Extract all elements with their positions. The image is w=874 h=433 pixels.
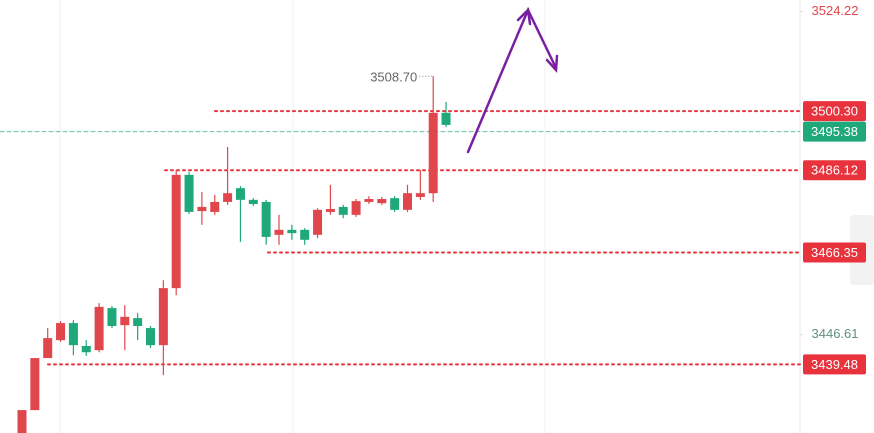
arrow-head [545,54,559,74]
annotation-label: 3508.70 [370,70,417,85]
candle-body [390,198,400,210]
candle-body [68,323,78,346]
candle-body [81,345,91,353]
level-label-box [803,121,866,142]
candle-body [287,229,297,234]
arrow-path [466,6,558,154]
candle-body [197,206,207,212]
price-axis: 3524.22 3446.61 3500.30 3495.38 3486.12 3466.… [800,3,866,375]
candle-body [325,209,335,212]
candle-body [56,323,66,341]
candle-body [403,193,412,210]
candle-body [184,174,194,212]
candle-body [415,193,425,197]
candle-body [248,199,258,205]
candle-body [133,318,143,326]
level-label: 3495.38 [811,124,858,139]
vertical-grid [59,0,546,433]
level-label-box [803,160,866,181]
candle-body [274,229,284,235]
y-tick-label: 3446.61 [812,326,859,341]
candle-body [17,410,27,433]
candle-body [428,112,438,194]
level-label: 3500.30 [811,104,858,119]
candle-body [364,199,374,202]
levels [0,110,801,366]
candle-body [171,174,181,289]
candle-body [146,328,155,346]
level-label: 3466.35 [811,245,858,260]
level-label-box [803,242,866,263]
candle-body [351,201,361,215]
candle-body [223,193,233,202]
candle-body [43,338,53,359]
level-label: 3486.12 [811,163,858,178]
candle-body [94,306,104,351]
candle-body [107,308,117,326]
y-tick-label: 3524.22 [812,3,859,18]
candle-body [261,201,271,237]
level-label-box [803,354,866,375]
candle-body [377,199,387,204]
level-label: 3439.48 [811,357,858,372]
candle-body [235,188,245,200]
candle-body [30,358,40,411]
candle-body [120,316,130,326]
candle-body [210,201,220,212]
candle-body [300,229,310,240]
candle-body [441,112,451,125]
candle-body [158,288,168,346]
candle-body [338,206,348,215]
candles [17,76,451,433]
candle-body [313,209,323,235]
arrow-head [516,7,532,26]
level-label-box [803,101,866,122]
trend-arrow [466,6,559,154]
